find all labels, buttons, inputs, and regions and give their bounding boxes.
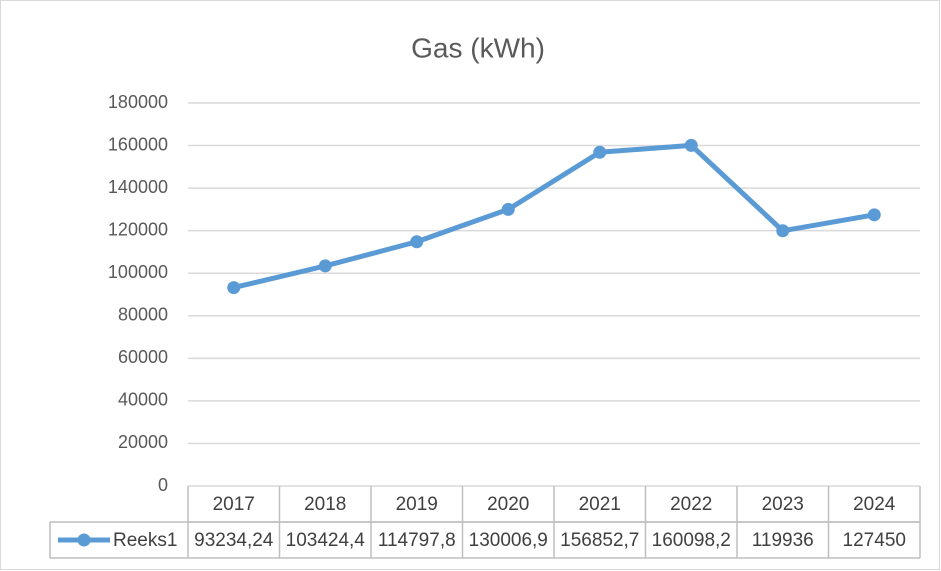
x-tick-label: 2019 [396,494,438,515]
x-tick-label: 2018 [304,494,346,515]
table-value: 119936 [752,530,814,551]
table-value: 127450 [843,530,906,551]
point [227,281,241,295]
x-tick-label: 2023 [762,494,804,515]
y-tick-label: 120000 [108,219,168,239]
x-tick-label: 2020 [487,494,529,515]
legend-marker [77,533,91,547]
x-tick-label: 2021 [579,494,621,515]
y-tick-label: 40000 [118,390,168,410]
series-line [233,142,875,291]
y-tick-label: 80000 [118,305,168,325]
legend-label: Reeks1 [113,530,177,551]
point [684,138,698,152]
point [410,235,424,249]
point [867,208,881,222]
point [501,202,515,216]
x-tick-label: 2017 [213,494,255,515]
y-tick-label: 140000 [108,177,168,197]
y-tick-label: 180000 [108,92,168,112]
y-tick-label: 20000 [118,432,168,452]
table-value: 160098,2 [652,530,731,551]
point [318,259,332,273]
table-value: 130006,9 [469,530,548,551]
x-tick-label: 2024 [853,494,896,515]
table-value: 114797,8 [378,530,456,551]
chart-title: Gas (kWh) [411,32,545,63]
point [593,145,607,159]
x-tick-label: 2022 [670,494,712,515]
table-value: 156852,7 [560,530,639,551]
y-tick-label: 160000 [108,134,168,154]
point [776,224,790,238]
table-value: 93234,24 [194,530,274,551]
y-tick-label: 60000 [118,347,168,367]
y-tick-label: 100000 [108,262,168,282]
table-value: 103424,4 [286,530,366,551]
y-tick-label: 0 [158,475,168,495]
